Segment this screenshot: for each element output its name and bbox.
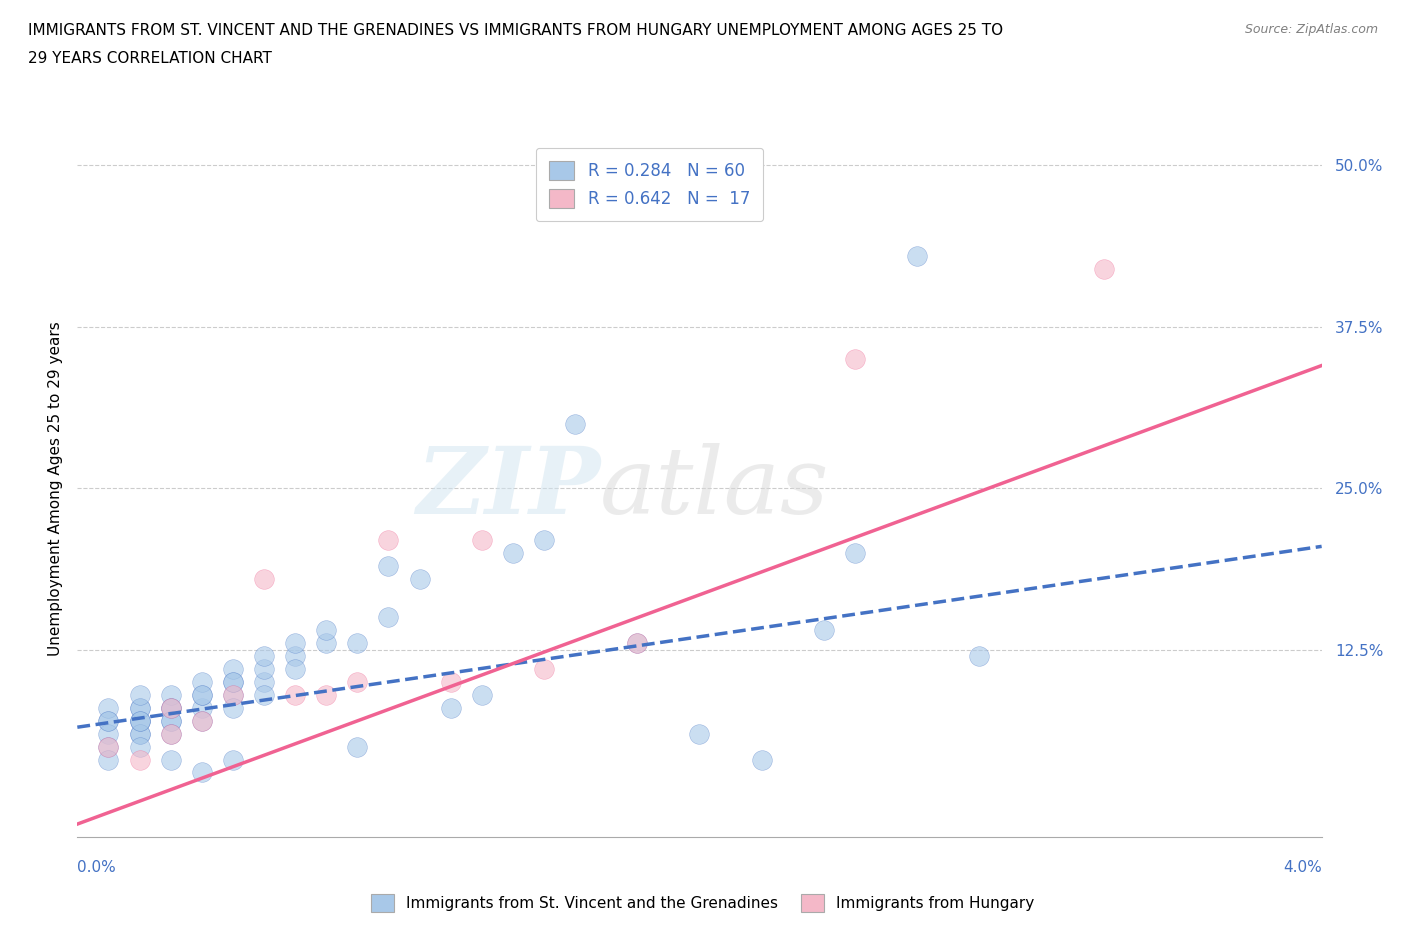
Point	[564, 417, 586, 432]
Text: IMMIGRANTS FROM ST. VINCENT AND THE GRENADINES VS IMMIGRANTS FROM HUNGARY UNEMPL: IMMIGRANTS FROM ST. VINCENT AND THE GREN…	[28, 23, 1004, 38]
Point	[222, 752, 245, 767]
Point	[969, 649, 991, 664]
Point	[191, 674, 214, 689]
Point	[128, 713, 150, 728]
Point	[626, 636, 648, 651]
Point	[346, 636, 368, 651]
Text: Source: ZipAtlas.com: Source: ZipAtlas.com	[1244, 23, 1378, 36]
Point	[159, 687, 181, 702]
Point	[191, 700, 214, 715]
Text: 29 YEARS CORRELATION CHART: 29 YEARS CORRELATION CHART	[28, 51, 271, 66]
Point	[97, 713, 120, 728]
Point	[346, 674, 368, 689]
Point	[159, 700, 181, 715]
Point	[844, 545, 866, 560]
Point	[222, 674, 245, 689]
Point	[440, 700, 463, 715]
Point	[97, 739, 120, 754]
Point	[315, 623, 337, 638]
Text: ZIP: ZIP	[416, 444, 600, 533]
Point	[159, 713, 181, 728]
Point	[97, 700, 120, 715]
Point	[222, 687, 245, 702]
Point	[97, 726, 120, 741]
Point	[471, 533, 494, 548]
Point	[905, 248, 928, 263]
Legend: Immigrants from St. Vincent and the Grenadines, Immigrants from Hungary: Immigrants from St. Vincent and the Gren…	[366, 888, 1040, 918]
Point	[97, 739, 120, 754]
Point	[128, 726, 150, 741]
Point	[284, 649, 307, 664]
Point	[159, 700, 181, 715]
Point	[253, 649, 276, 664]
Point	[191, 687, 214, 702]
Legend: R = 0.284   N = 60, R = 0.642   N =  17: R = 0.284 N = 60, R = 0.642 N = 17	[536, 148, 763, 221]
Point	[159, 713, 181, 728]
Point	[471, 687, 494, 702]
Point	[128, 739, 150, 754]
Point	[222, 661, 245, 676]
Point	[284, 687, 307, 702]
Point	[284, 661, 307, 676]
Point	[377, 558, 399, 573]
Point	[191, 765, 214, 780]
Point	[253, 674, 276, 689]
Point	[689, 726, 711, 741]
Point	[222, 687, 245, 702]
Y-axis label: Unemployment Among Ages 25 to 29 years: Unemployment Among Ages 25 to 29 years	[48, 321, 63, 656]
Text: atlas: atlas	[600, 444, 830, 533]
Text: 0.0%: 0.0%	[77, 860, 117, 875]
Point	[315, 636, 337, 651]
Point	[813, 623, 835, 638]
Point	[128, 713, 150, 728]
Point	[159, 752, 181, 767]
Point	[97, 752, 120, 767]
Point	[533, 661, 555, 676]
Point	[128, 713, 150, 728]
Point	[377, 610, 399, 625]
Point	[377, 533, 399, 548]
Point	[626, 636, 648, 651]
Point	[253, 687, 276, 702]
Point	[191, 687, 214, 702]
Point	[128, 726, 150, 741]
Point	[408, 571, 430, 586]
Point	[751, 752, 773, 767]
Point	[191, 713, 214, 728]
Point	[128, 700, 150, 715]
Point	[222, 674, 245, 689]
Point	[253, 661, 276, 676]
Text: 4.0%: 4.0%	[1282, 860, 1322, 875]
Point	[128, 752, 150, 767]
Point	[1092, 261, 1115, 276]
Point	[159, 726, 181, 741]
Point	[346, 739, 368, 754]
Point	[128, 687, 150, 702]
Point	[253, 571, 276, 586]
Point	[97, 713, 120, 728]
Point	[533, 533, 555, 548]
Point	[159, 700, 181, 715]
Point	[315, 687, 337, 702]
Point	[191, 713, 214, 728]
Point	[222, 700, 245, 715]
Point	[502, 545, 524, 560]
Point	[128, 700, 150, 715]
Point	[844, 352, 866, 366]
Point	[284, 636, 307, 651]
Point	[440, 674, 463, 689]
Point	[159, 726, 181, 741]
